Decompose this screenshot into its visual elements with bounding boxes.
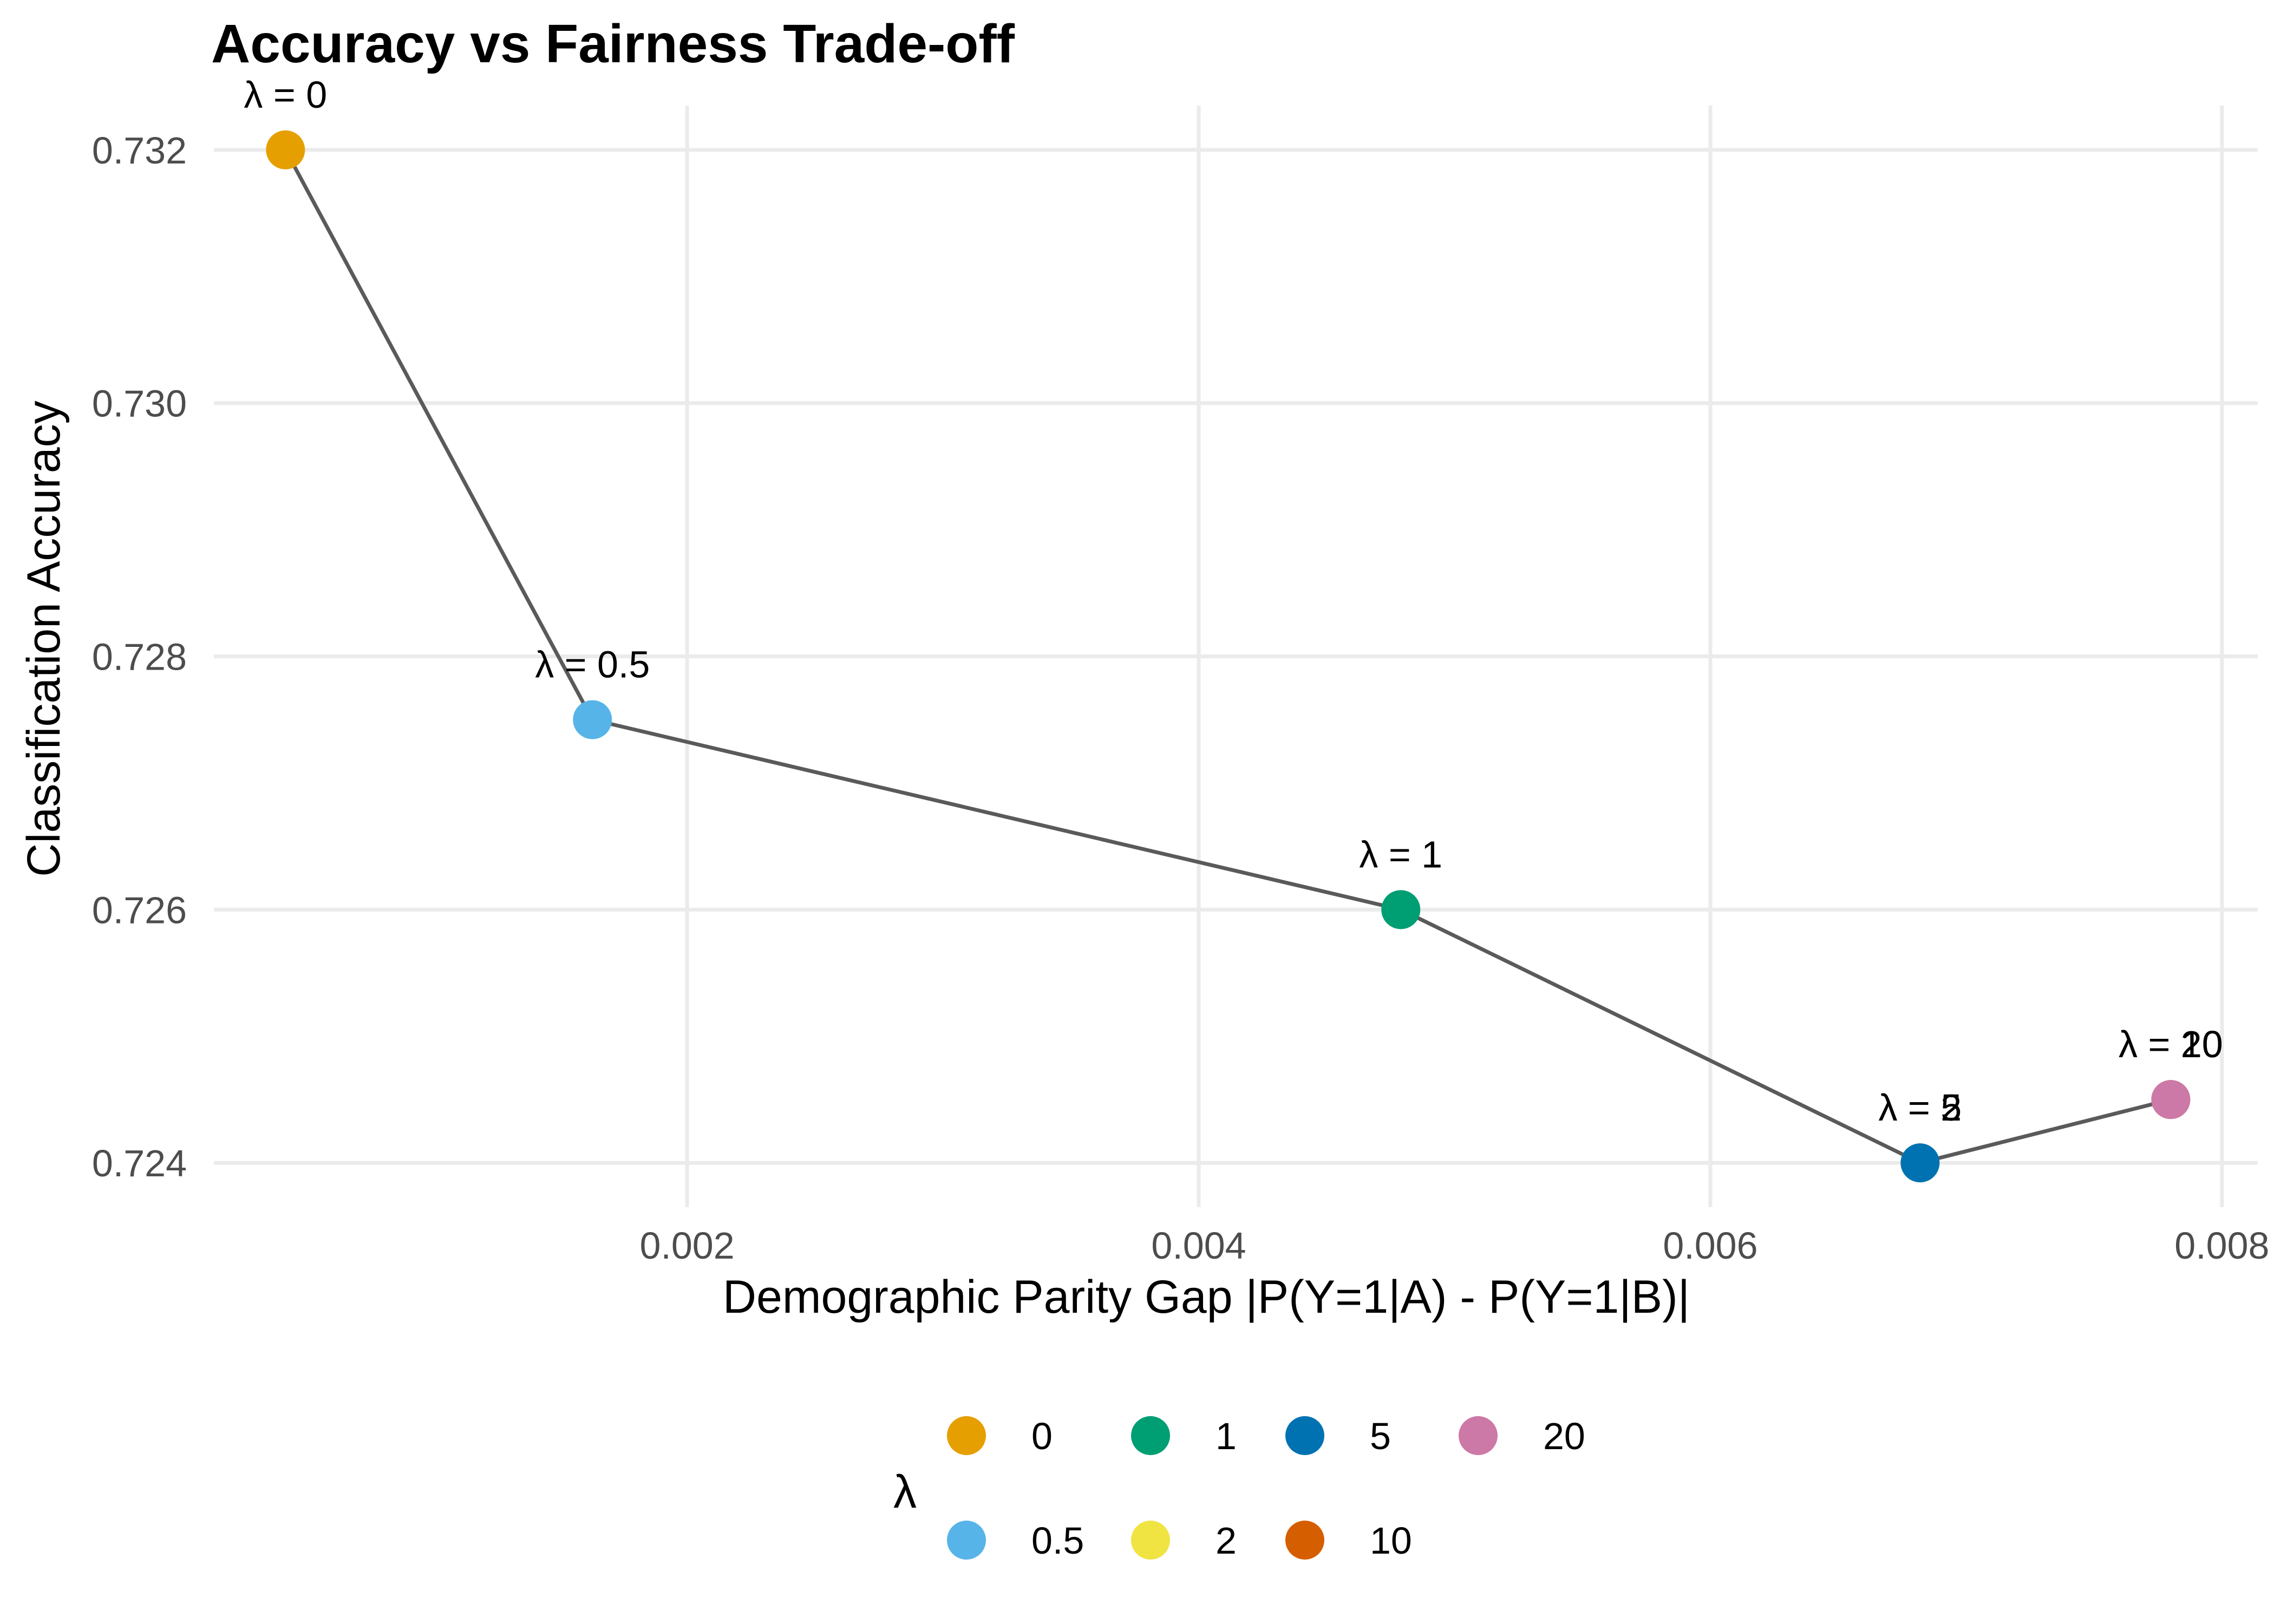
legend-label-2: 2 — [1216, 1520, 1237, 1562]
point-labels: λ = 0 λ = 0.5 λ = 1 λ = 2λ = 5 λ = 10λ = 20 — [244, 74, 2223, 1129]
axis-ticks: 0.002 0.004 0.006 0.008 0.724 0.726 0.728 0.730… — [92, 129, 2270, 1267]
point-label-lambda-10: λ = 10 — [2119, 1023, 2223, 1065]
legend-swatch-0 — [947, 1416, 986, 1455]
point-label-lambda-1: λ = 1 — [1359, 833, 1442, 875]
data-point-lambda-20 — [2151, 1080, 2191, 1119]
legend: λ 0 0.5 1 2 5 10 20 — [893, 1415, 1585, 1562]
point-label-lambda-20: λ = 20 — [2119, 1023, 2223, 1065]
data-point-lambda-1 — [1381, 890, 1421, 929]
legend-swatch-2 — [1131, 1521, 1170, 1560]
point-label-lambda-0.5: λ = 0.5 — [535, 643, 650, 685]
y-tick-label: 0.726 — [92, 889, 187, 931]
legend-swatch-0.5 — [947, 1521, 986, 1560]
x-tick-label: 0.008 — [2174, 1224, 2269, 1267]
point-label-lambda-2: λ = 2 — [1878, 1086, 1962, 1129]
grid — [214, 106, 2258, 1207]
x-tick-label: 0.004 — [1151, 1224, 1246, 1267]
data-points — [266, 130, 2191, 1183]
point-label-lambda-0: λ = 0 — [244, 74, 327, 116]
chart-title: Accuracy vs Fairness Trade-off — [211, 14, 1015, 74]
y-tick-label: 0.732 — [92, 129, 187, 172]
data-point-lambda-0.5 — [573, 700, 612, 739]
legend-swatch-20 — [1459, 1416, 1498, 1455]
x-tick-label: 0.006 — [1663, 1224, 1757, 1267]
legend-label-1: 1 — [1216, 1415, 1237, 1457]
legend-label-10: 10 — [1370, 1520, 1412, 1562]
point-label-lambda-5: λ = 5 — [1878, 1086, 1962, 1129]
legend-label-5: 5 — [1370, 1415, 1391, 1457]
y-tick-label: 0.730 — [92, 383, 187, 425]
y-axis-label: Classification Accuracy — [18, 401, 70, 876]
x-tick-label: 0.002 — [639, 1224, 734, 1267]
legend-label-0.5: 0.5 — [1031, 1520, 1084, 1562]
legend-swatch-10 — [1285, 1521, 1324, 1560]
legend-label-0: 0 — [1031, 1415, 1053, 1457]
legend-swatch-1 — [1131, 1416, 1170, 1455]
legend-title: λ — [893, 1466, 917, 1518]
x-axis-label: Demographic Parity Gap |P(Y=1|A) - P(Y=1… — [723, 1271, 1690, 1323]
y-tick-label: 0.728 — [92, 636, 187, 678]
legend-label-20: 20 — [1543, 1415, 1585, 1457]
data-point-lambda-0 — [266, 130, 305, 169]
legend-swatch-5 — [1285, 1416, 1324, 1455]
y-tick-label: 0.724 — [92, 1142, 187, 1184]
data-point-lambda-5 — [1900, 1143, 1940, 1183]
